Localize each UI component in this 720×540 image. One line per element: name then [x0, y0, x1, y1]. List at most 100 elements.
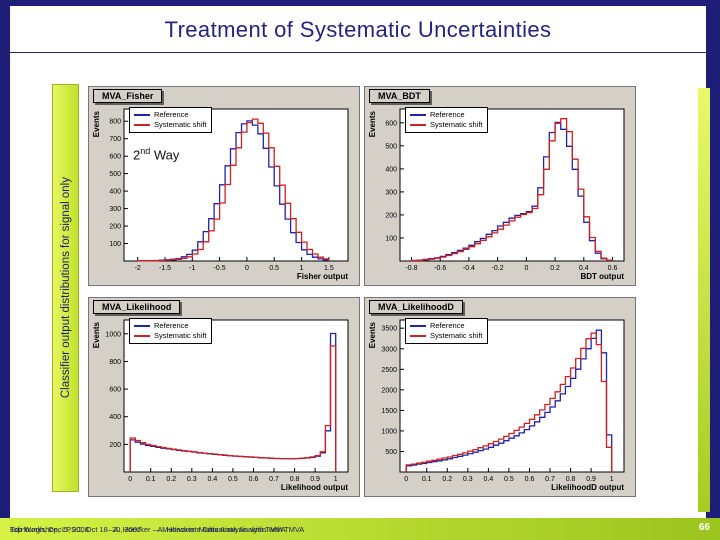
svg-text:-0.5: -0.5 — [214, 265, 226, 272]
systematic-line-swatch — [134, 124, 150, 126]
annotation-number: 2 — [133, 147, 141, 163]
svg-text:0.9: 0.9 — [310, 476, 320, 483]
plot-mva-fisher: MVA_Fisher Reference Systematic shift -2… — [88, 86, 360, 286]
annotation-2nd-way: 2nd Way — [133, 146, 179, 162]
svg-text:1: 1 — [334, 476, 338, 483]
svg-text:0: 0 — [128, 476, 132, 483]
legend-label-systematic: Systematic shift — [430, 331, 483, 340]
plot-title-tab: MVA_Fisher — [93, 89, 163, 103]
legend-row-reference: Reference — [410, 321, 483, 331]
svg-text:200: 200 — [109, 442, 121, 449]
svg-text:-0.4: -0.4 — [463, 265, 475, 272]
svg-text:-0.8: -0.8 — [405, 265, 417, 272]
reference-line-swatch — [410, 325, 426, 327]
histogram-canvas: -2 -1.5 -1 -0.5 0 0.5 1 1.5 100 200 300 400 500 600 70… — [92, 108, 349, 281]
systematic-line-swatch — [410, 124, 426, 126]
svg-text:0.5: 0.5 — [504, 476, 514, 483]
footer-text-overlap: Edinburgh, Dec 5, 2008 A. Hoecker — Mult… — [10, 525, 286, 534]
svg-text:3000: 3000 — [381, 346, 397, 353]
legend-label-systematic: Systematic shift — [154, 331, 207, 340]
svg-text:2000: 2000 — [381, 387, 397, 394]
svg-text:800: 800 — [109, 359, 121, 366]
side-label-box: Classifier output distributions for sign… — [52, 84, 79, 492]
svg-text:1000: 1000 — [381, 428, 397, 435]
svg-text:1.5: 1.5 — [324, 265, 334, 272]
svg-text:0: 0 — [524, 265, 528, 272]
reference-line-swatch — [134, 114, 150, 116]
svg-text:0.1: 0.1 — [422, 476, 432, 483]
svg-text:600: 600 — [109, 387, 121, 394]
svg-text:0: 0 — [404, 476, 408, 483]
svg-text:300: 300 — [385, 189, 397, 196]
svg-text:500: 500 — [385, 143, 397, 150]
svg-text:Events: Events — [368, 110, 377, 137]
legend-label-reference: Reference — [154, 321, 189, 330]
svg-text:600: 600 — [109, 154, 121, 161]
svg-text:0.6: 0.6 — [525, 476, 535, 483]
svg-text:0.4: 0.4 — [484, 476, 494, 483]
svg-text:100: 100 — [385, 236, 397, 243]
annotation-word: Way — [150, 147, 180, 163]
svg-text:100: 100 — [109, 241, 121, 248]
plot-mva-bdt: MVA_BDT Reference Systematic shift -0.8 -… — [364, 86, 636, 286]
svg-text:0.4: 0.4 — [579, 265, 589, 272]
svg-text:600: 600 — [385, 120, 397, 127]
plot-title-tab: MVA_BDT — [369, 89, 430, 103]
svg-text:0.8: 0.8 — [290, 476, 300, 483]
slide-root: Treatment of Systematic Uncertainties Cl… — [10, 6, 706, 518]
legend-label-reference: Reference — [430, 321, 465, 330]
side-label-text: Classifier output distributions for sign… — [59, 177, 72, 399]
svg-text:0.1: 0.1 — [146, 476, 156, 483]
svg-text:1: 1 — [610, 476, 614, 483]
svg-text:0.7: 0.7 — [269, 476, 279, 483]
svg-text:2500: 2500 — [381, 367, 397, 374]
footer-bar: Top Workshop, LPSC, Oct 18–20, 2007 A. H… — [0, 518, 720, 540]
svg-text:1500: 1500 — [381, 408, 397, 415]
systematic-line-swatch — [410, 335, 426, 337]
histogram-canvas: 0 0.1 0.2 0.3 0.4 0.5 0.6 0.7 0.8 0.9 150010001500… — [368, 319, 625, 492]
svg-text:0.6: 0.6 — [608, 265, 618, 272]
histogram-canvas: 0 0.1 0.2 0.3 0.4 0.5 0.6 0.7 0.8 0.9 1 200 400 600 80… — [92, 319, 349, 492]
plot-legend: Reference Systematic shift — [405, 107, 488, 133]
svg-text:0: 0 — [245, 265, 249, 272]
svg-text:1: 1 — [300, 265, 304, 272]
plot-title-tab: MVA_LikelihoodD — [369, 300, 463, 314]
legend-label-reference: Reference — [430, 110, 465, 119]
svg-text:0.9: 0.9 — [586, 476, 596, 483]
svg-text:Events: Events — [92, 321, 101, 348]
plot-mva-likelihood: MVA_Likelihood Reference Systematic shif… — [88, 297, 360, 497]
legend-label-systematic: Systematic shift — [430, 120, 483, 129]
reference-line-swatch — [410, 114, 426, 116]
svg-text:BDT output: BDT output — [580, 272, 624, 281]
svg-text:1000: 1000 — [105, 331, 121, 338]
svg-text:700: 700 — [109, 136, 121, 143]
systematic-line-swatch — [134, 335, 150, 337]
svg-text:0.6: 0.6 — [249, 476, 259, 483]
svg-text:Likelihood output: Likelihood output — [281, 483, 348, 492]
svg-text:-2: -2 — [135, 265, 141, 272]
legend-row-systematic: Systematic shift — [410, 120, 483, 130]
svg-text:200: 200 — [385, 212, 397, 219]
svg-text:0.3: 0.3 — [187, 476, 197, 483]
legend-row-systematic: Systematic shift — [134, 120, 207, 130]
svg-text:0.5: 0.5 — [228, 476, 238, 483]
svg-text:0.2: 0.2 — [166, 476, 176, 483]
page-title: Treatment of Systematic Uncertainties — [164, 17, 552, 42]
svg-text:400: 400 — [109, 414, 121, 421]
svg-text:0.3: 0.3 — [463, 476, 473, 483]
svg-text:-1.5: -1.5 — [159, 265, 171, 272]
plot-legend: Reference Systematic shift — [129, 318, 212, 344]
legend-row-systematic: Systematic shift — [410, 331, 483, 341]
svg-text:0.2: 0.2 — [442, 476, 452, 483]
svg-text:-0.2: -0.2 — [492, 265, 504, 272]
svg-text:-0.6: -0.6 — [434, 265, 446, 272]
svg-text:0.5: 0.5 — [269, 265, 279, 272]
svg-text:3500: 3500 — [381, 326, 397, 333]
svg-text:0.8: 0.8 — [566, 476, 576, 483]
legend-row-systematic: Systematic shift — [134, 331, 207, 341]
footer-text-left: Top Workshop, LPSC, Oct 18–20, 2007 A. H… — [10, 525, 305, 534]
reference-line-swatch — [134, 325, 150, 327]
svg-text:400: 400 — [109, 189, 121, 196]
title-divider — [10, 52, 706, 53]
legend-label-reference: Reference — [154, 110, 189, 119]
